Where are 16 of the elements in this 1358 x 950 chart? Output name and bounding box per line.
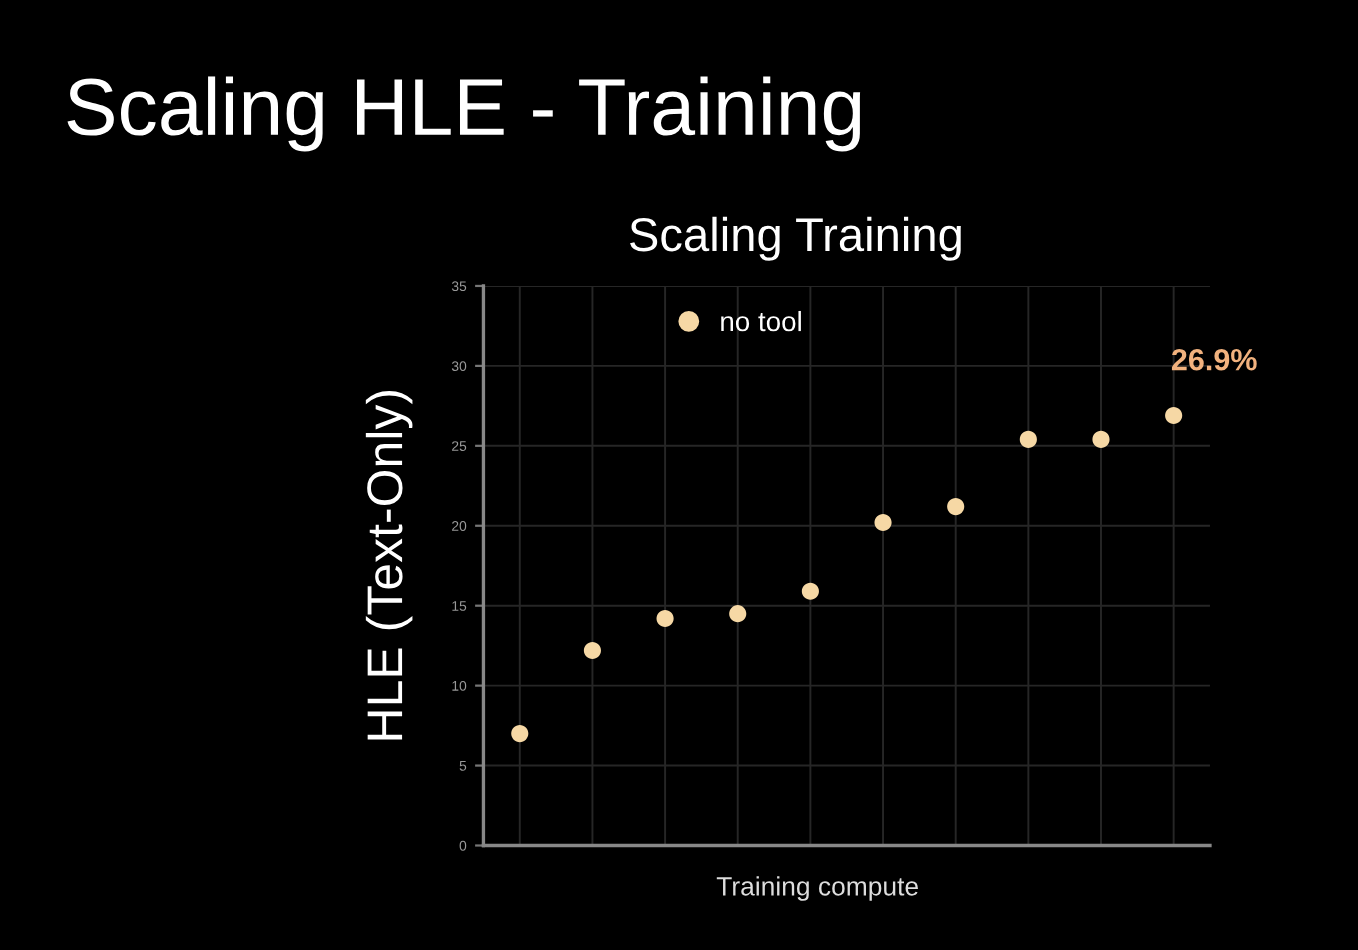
- point: [1019, 430, 1037, 448]
- point: [656, 609, 674, 628]
- point: [947, 498, 965, 516]
- point: [729, 605, 747, 623]
- chart-title: Scaling HLE - Training: [67, 76, 861, 152]
- x-axis-title: Training compute: [716, 876, 918, 901]
- point: [1165, 406, 1183, 425]
- point: [874, 514, 892, 532]
- chart-subtitle: Scaling Training: [630, 216, 961, 261]
- y-axis-title: HLE (Text-Only): [365, 391, 413, 740]
- point: [583, 641, 601, 660]
- point: [801, 582, 819, 600]
- data-label: 26.9%: [1171, 348, 1257, 371]
- point: [511, 725, 529, 743]
- legend-label: no tool: [721, 310, 801, 332]
- point: [1092, 430, 1110, 448]
